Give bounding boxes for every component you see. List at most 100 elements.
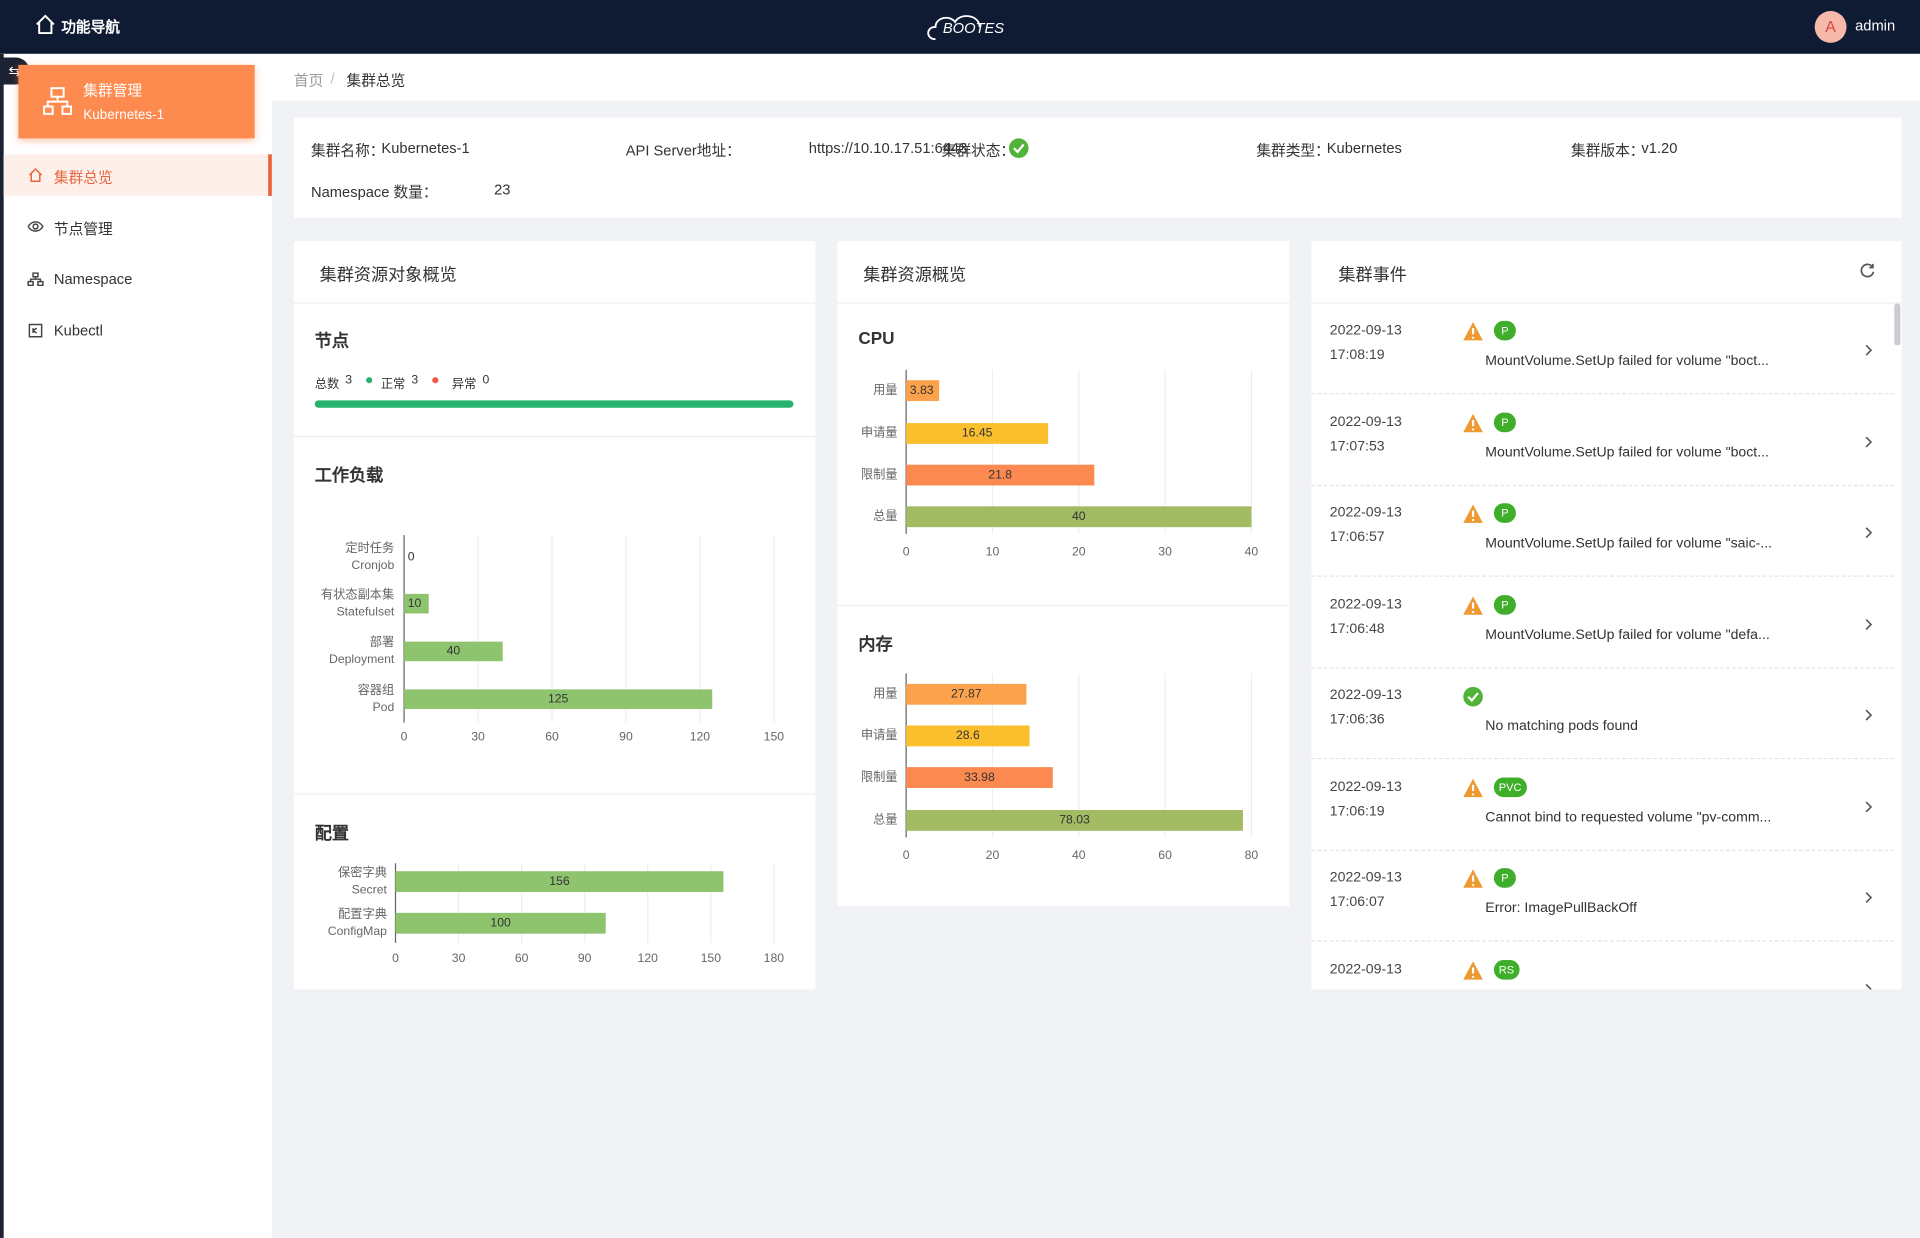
divider — [293, 793, 816, 795]
resources-card: 集群资源对象概览 节点 总数 3 正常 3 异常 0 工作负载 配置 — [293, 241, 816, 990]
abnormal-dot — [432, 377, 439, 384]
status-circle — [1008, 138, 1028, 158]
event-item[interactable]: 2022-09-13 17:08:19 P MountVolume.SetUp fai… — [1311, 304, 1895, 395]
nav-title[interactable]: 功能导航 — [61, 18, 121, 36]
separator — [1311, 393, 1895, 395]
chevron — [1865, 618, 1873, 630]
menu-item[interactable]: Namespace — [4, 258, 272, 300]
cluster-card[interactable]: 集群管理 Kubernetes-1 — [18, 64, 255, 139]
chevron-path — [1865, 983, 1873, 990]
menu-icon — [27, 221, 44, 233]
section-title: 配置 — [314, 822, 349, 843]
event-tag: P — [1493, 320, 1516, 341]
menu-item[interactable]: 节点管理 — [4, 206, 272, 248]
breadcrumb-current: 集群总览 — [346, 72, 406, 90]
chevron-path — [1865, 800, 1873, 812]
user-name[interactable]: admin — [1855, 17, 1896, 35]
chevron-path — [1865, 435, 1873, 447]
card-title: 集群资源概览 — [863, 264, 967, 285]
icon-path — [27, 221, 44, 233]
info-label: 集群状态： — [941, 142, 1016, 160]
warning-icon — [1463, 960, 1483, 979]
chevron — [1865, 983, 1873, 990]
menu-label: Namespace — [53, 270, 133, 288]
event-item[interactable]: 2022-09-13 17:06:48 P MountVolume.SetUp fai… — [1311, 577, 1895, 668]
separator — [1311, 575, 1895, 577]
home-icon — [36, 14, 55, 35]
chevron-path — [1865, 527, 1873, 539]
refresh-button[interactable] — [1859, 262, 1876, 279]
node-abnormal-label: 异常 — [451, 378, 477, 392]
event-item[interactable]: 2022-09-13 17:07:53 P MountVolume.SetUp fai… — [1311, 395, 1895, 486]
info-label: 集群名称： — [311, 142, 385, 160]
event-item[interactable]: 2022-09-13 17:06:57 P MountVolume.SetUp fai… — [1311, 486, 1895, 577]
chevron — [1865, 892, 1873, 904]
separator — [1311, 666, 1895, 668]
info-label: 集群类型： — [1256, 142, 1330, 160]
breadcrumb-link[interactable]: 首页 — [293, 72, 324, 90]
event-message: Error: ImagePullBackOff — [1485, 901, 1637, 916]
warning-icon — [1463, 869, 1483, 888]
chevron-path — [1865, 709, 1873, 721]
event-date: 2022-09-13 — [1329, 688, 1402, 703]
event-item[interactable]: 2022-09-13 17:06:19 PVC Cannot bind to requ… — [1311, 760, 1895, 851]
status-check — [1012, 143, 1024, 154]
chevron-path — [1865, 892, 1873, 904]
cluster-title: 集群管理 — [83, 82, 143, 100]
avatar[interactable]: A — [1814, 11, 1847, 43]
event-message: MountVolume.SetUp failed for volume "def… — [1485, 627, 1770, 643]
event-item[interactable]: 2022-09-13 17:06:36 No matching pods found — [1311, 669, 1895, 760]
events-card: 集群事件 2022-09-13 17:08:19 P MountVolume.SetU… — [1311, 241, 1902, 990]
icon-path — [28, 323, 43, 338]
chevron — [1865, 527, 1873, 539]
icon-path — [27, 271, 44, 286]
info-label: Namespace 数量： — [311, 183, 438, 201]
event-message: No matching pods found — [1485, 718, 1638, 734]
cluster-name: Kubernetes-1 — [83, 107, 165, 123]
event-tag: P — [1493, 594, 1516, 615]
event-tag: RS — [1493, 959, 1519, 979]
info-value: v1.20 — [1641, 139, 1678, 157]
divider — [1311, 302, 1902, 304]
separator — [1311, 940, 1895, 942]
event-item[interactable]: 2022-09-13 17:06:07 P Error: ImagePullBackO… — [1311, 851, 1895, 942]
chevron-path — [1865, 344, 1873, 356]
warning-icon — [1463, 778, 1483, 797]
node-normal-label: 正常 — [380, 378, 406, 392]
event-message: MountVolume.SetUp failed for volume "boc… — [1485, 445, 1769, 460]
node-total: 3 — [345, 373, 353, 387]
event-item[interactable]: 2022-09-13 RS — [1311, 942, 1894, 990]
collapse-toggle[interactable]: ⇆ — [0, 57, 30, 85]
scrollbar[interactable] — [1894, 303, 1901, 346]
info-label: 集群版本： — [1571, 142, 1645, 160]
event-tag: P — [1493, 868, 1516, 888]
menu-label: 集群总览 — [53, 168, 113, 187]
event-time: 17:06:07 — [1329, 895, 1385, 910]
event-message: MountVolume.SetUp failed for volume "boc… — [1485, 353, 1769, 369]
event-tag: P — [1493, 412, 1516, 432]
divider — [293, 302, 816, 304]
event-tag: PVC — [1493, 776, 1527, 797]
normal-dot — [366, 377, 373, 384]
info-value: Kubernetes — [1326, 139, 1402, 157]
separator — [1311, 849, 1895, 851]
event-date: 2022-09-13 — [1329, 323, 1402, 338]
node-progress-track — [314, 400, 794, 408]
section-title: 内存 — [858, 634, 893, 654]
event-message: Cannot bind to requested volume "pv-comm… — [1485, 810, 1772, 825]
menu-icon — [28, 167, 43, 182]
info-value: 23 — [494, 181, 511, 199]
node-normal: 3 — [411, 373, 419, 387]
chevron-path — [1865, 618, 1873, 630]
logo-cloud — [927, 15, 981, 41]
status-icon — [1008, 138, 1028, 158]
event-date: 2022-09-13 — [1329, 505, 1402, 521]
icon-path — [28, 167, 43, 182]
menu-item[interactable]: 集群总览 — [3, 154, 272, 196]
divider — [837, 302, 1290, 304]
success-icon — [1463, 686, 1483, 707]
usage-card: 集群资源概览 CPU 内存 — [837, 241, 1290, 907]
menu-item[interactable]: Kubectl — [4, 310, 272, 352]
warning-icon — [1463, 322, 1483, 341]
divider — [837, 604, 1290, 607]
